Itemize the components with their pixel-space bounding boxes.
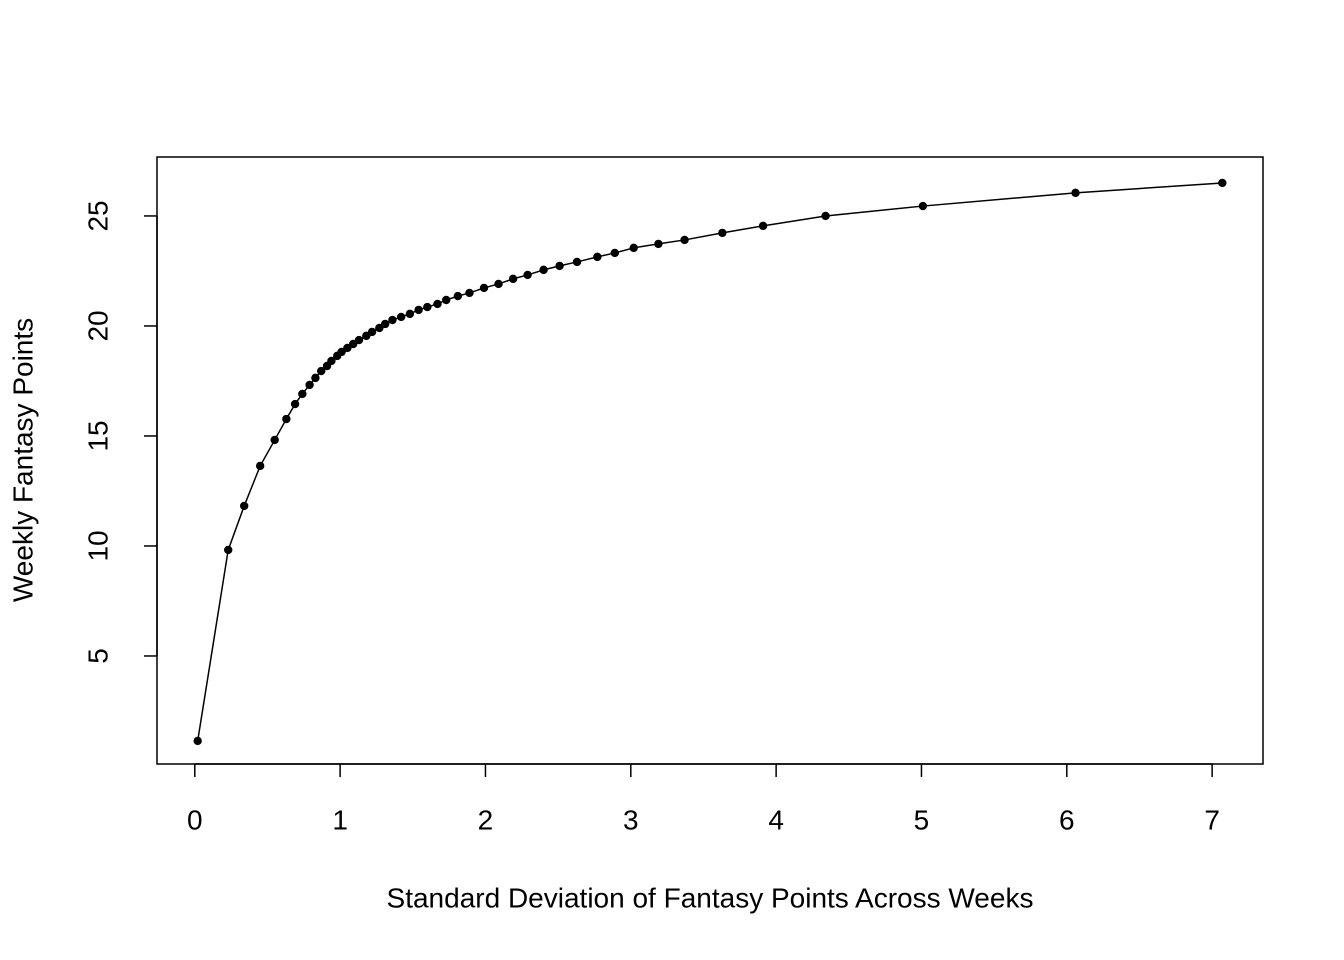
data-point — [405, 309, 415, 319]
x-tick-label: 3 — [623, 804, 639, 835]
x-tick-label: 7 — [1204, 804, 1220, 835]
data-point — [479, 283, 489, 293]
data-point — [555, 261, 564, 271]
y-tick-label: 10 — [82, 530, 113, 561]
data-point — [433, 299, 442, 309]
data-point — [758, 221, 768, 231]
x-tick-label: 2 — [478, 804, 494, 835]
data-point — [240, 501, 249, 511]
data-point — [523, 270, 532, 280]
data-point — [718, 228, 727, 238]
data-line — [196, 182, 1223, 742]
data-point — [396, 312, 406, 322]
x-tick-label: 0 — [187, 804, 203, 835]
data-point — [465, 288, 474, 298]
data-point — [414, 305, 423, 315]
data-point — [388, 315, 397, 325]
data-point — [282, 414, 291, 424]
data-point — [572, 257, 582, 267]
data-point — [508, 274, 518, 284]
data-point — [224, 545, 233, 555]
data-point — [298, 389, 307, 399]
y-tick-label: 25 — [82, 200, 113, 231]
data-point — [593, 252, 602, 262]
data-point — [311, 373, 320, 383]
data-point — [270, 435, 279, 445]
x-tick-label: 1 — [332, 804, 348, 835]
data-point — [1218, 178, 1227, 188]
plot-frame — [156, 156, 1264, 765]
data-point — [290, 399, 300, 409]
data-point — [1071, 188, 1080, 198]
x-axis-label: Standard Deviation of Fantasy Points Acr… — [387, 882, 1034, 913]
data-point — [367, 327, 377, 337]
x-tick-label: 4 — [768, 804, 784, 835]
x-tick-label: 5 — [914, 804, 930, 835]
data-point — [680, 235, 689, 245]
data-point — [442, 295, 451, 305]
y-tick-label: 5 — [82, 648, 113, 664]
data-point — [610, 248, 620, 258]
data-point — [494, 279, 503, 289]
y-axis-label: Weekly Fantasy Points — [7, 318, 38, 602]
data-point — [629, 243, 638, 253]
data-point — [193, 736, 202, 746]
y-tick-label: 20 — [82, 310, 113, 341]
data-point — [423, 302, 432, 312]
data-point — [821, 211, 830, 221]
data-point — [918, 201, 928, 211]
data-point — [654, 239, 663, 249]
data-point — [453, 291, 463, 301]
x-tick-label: 6 — [1059, 804, 1075, 835]
data-point — [327, 356, 336, 366]
data-point — [255, 461, 265, 471]
y-tick-label: 15 — [82, 420, 113, 451]
data-point — [305, 380, 314, 390]
data-point — [380, 319, 390, 329]
data-point — [539, 265, 548, 275]
data-point — [317, 366, 326, 376]
data-point — [354, 335, 364, 345]
